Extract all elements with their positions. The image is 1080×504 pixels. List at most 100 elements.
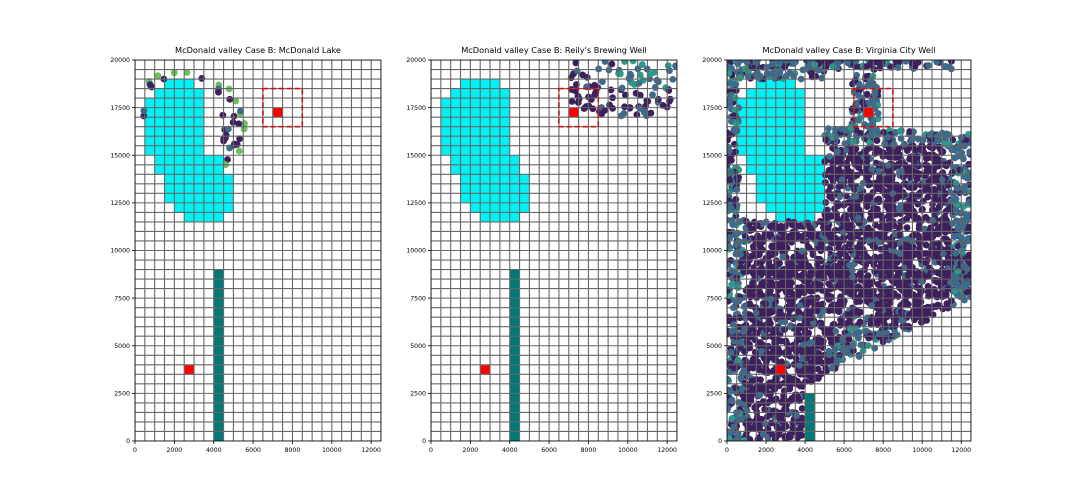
particle-point [828, 194, 836, 202]
particle-point [727, 317, 733, 325]
particle-point [911, 181, 919, 189]
x-tick-label: 0 [725, 447, 729, 454]
particle-point [943, 162, 950, 170]
particle-point [744, 417, 752, 425]
particle-point [727, 261, 732, 269]
particle-point [822, 171, 829, 179]
well-cell [775, 364, 786, 375]
particle-point [761, 405, 769, 413]
particle-point [806, 284, 814, 292]
particle-point [731, 127, 739, 135]
particle-point [784, 313, 792, 321]
particle-point [907, 269, 915, 276]
particle-point [855, 353, 863, 360]
particle-point [763, 326, 771, 334]
particle-point [867, 320, 875, 328]
particle-point [799, 236, 806, 244]
particle-point [781, 63, 789, 71]
particle-point [836, 267, 843, 275]
particle-point [916, 145, 924, 153]
particle-point [863, 146, 871, 154]
particle-point [743, 389, 751, 397]
particle-point [864, 272, 872, 279]
y-tick-label: 10000 [406, 248, 426, 255]
particle-point [796, 314, 803, 322]
particle-point [790, 341, 797, 349]
particle-point [727, 375, 731, 383]
particle-point [727, 129, 731, 137]
particle-point [873, 60, 881, 66]
x-tick-label: 8000 [285, 447, 301, 454]
particle-point [786, 287, 794, 295]
particle-point [734, 431, 742, 439]
particle-point [772, 224, 780, 232]
particle-point [727, 144, 732, 151]
particle-point [866, 139, 873, 147]
particle-point [779, 253, 787, 261]
particle-point [636, 71, 644, 79]
particle-point [737, 251, 744, 258]
particle-point [745, 311, 753, 318]
y-tick-label: 20000 [406, 57, 426, 64]
particle-point [767, 295, 775, 303]
particle-point [790, 60, 798, 67]
particle-point [962, 255, 970, 263]
particle-cloud [567, 60, 677, 120]
particle-point [904, 301, 912, 308]
particle-point [835, 308, 843, 315]
particle-point [915, 225, 923, 232]
particle-point [933, 60, 941, 66]
chart-title: McDonald valley Case B: McDonald Lake [175, 45, 341, 55]
particle-point [933, 178, 940, 185]
particle-point [728, 168, 735, 176]
particle-point [818, 338, 826, 345]
particle-point [237, 107, 244, 115]
particle-point [848, 267, 856, 274]
particle-point [839, 182, 847, 189]
particle-point [897, 167, 905, 175]
particle-point [871, 267, 878, 275]
particle-point [911, 63, 919, 71]
particle-point [939, 148, 947, 155]
particle-point [817, 240, 825, 248]
particle-point [647, 109, 655, 117]
particle-point [825, 351, 833, 359]
particle-point [929, 239, 937, 247]
particle-point [621, 103, 628, 111]
particle-point [786, 385, 794, 393]
particle-point [874, 209, 882, 217]
particle-point [885, 305, 893, 313]
particle-point [629, 60, 637, 65]
y-tick-label: 5000 [114, 343, 130, 350]
particle-point [846, 261, 853, 269]
particle-point [635, 79, 643, 87]
particle-point [941, 213, 949, 221]
particle-point [947, 279, 954, 286]
particle-point [904, 250, 912, 257]
particle-point [954, 242, 962, 250]
y-tick-label: 0 [126, 438, 130, 445]
particle-point [884, 133, 892, 141]
particle-point [752, 318, 759, 326]
lake-cell-block [460, 174, 530, 203]
particle-point [799, 421, 806, 429]
particle-point [900, 173, 907, 181]
y-tick-label: 5000 [706, 343, 722, 350]
particle-point [841, 244, 849, 251]
particle-point [950, 233, 958, 241]
particle-point [732, 384, 740, 392]
particle-point [794, 289, 802, 297]
particle-point [751, 423, 759, 431]
chart-panel-1: McDonald valley Case B: McDonald Lake 0 20… [110, 45, 382, 454]
particle-point [864, 277, 872, 285]
particle-point [915, 312, 922, 320]
particle-point [866, 215, 874, 223]
particle-point [788, 298, 796, 306]
particle-point [767, 419, 775, 427]
particle-point [897, 308, 905, 316]
particle-point [859, 347, 867, 355]
particle-point [599, 78, 606, 85]
particle-point [738, 385, 746, 392]
chart-panel-3: McDonald valley Case B: Virginia City We… [702, 45, 972, 454]
particle-point [863, 174, 871, 182]
